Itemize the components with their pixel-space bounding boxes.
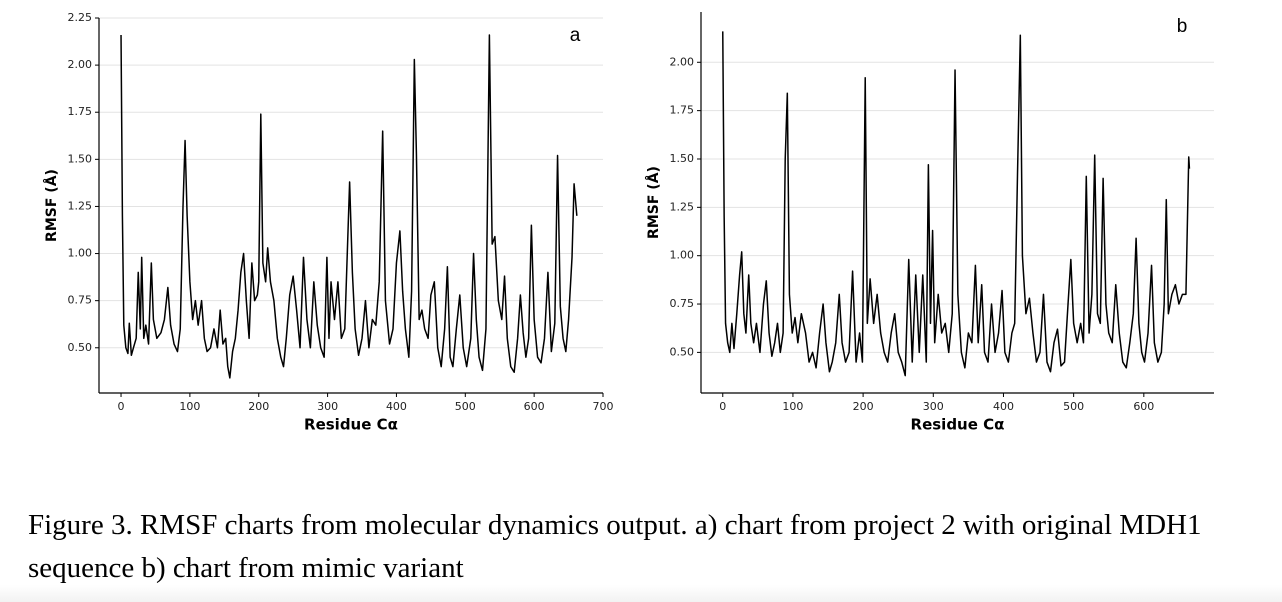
x-tick-label: 100 [179, 400, 200, 413]
y-tick-label: 1.75 [68, 105, 93, 118]
y-tick-label: 1.25 [68, 199, 93, 212]
y-tick-label: 2.00 [670, 55, 695, 68]
x-tick-label: 500 [455, 400, 476, 413]
panel-label: b [1177, 16, 1188, 37]
x-tick-label: 0 [118, 400, 125, 413]
y-axis-label: RMSF (Å) [645, 166, 662, 239]
y-tick-label: 1.25 [670, 200, 695, 213]
x-tick-label: 600 [1133, 400, 1154, 413]
rmsf-line [722, 31, 1191, 377]
x-tick-label: 400 [993, 400, 1014, 413]
y-tick-label: 2.25 [68, 11, 93, 24]
rmsf-line [120, 34, 578, 379]
x-tick-label: 700 [593, 400, 614, 413]
x-axis-label: Residue Cα [304, 416, 398, 434]
y-tick-label: 0.75 [68, 294, 93, 307]
panel-label: a [570, 25, 581, 46]
figure-caption: Figure 3. RMSF charts from molecular dyn… [28, 509, 1202, 584]
y-tick-label: 1.00 [670, 249, 695, 262]
x-tick-label: 400 [386, 400, 407, 413]
x-tick-label: 100 [782, 400, 803, 413]
y-axis-label: RMSF (Å) [43, 169, 60, 242]
x-tick-label: 300 [923, 400, 944, 413]
x-tick-label: 600 [524, 400, 545, 413]
x-tick-label: 500 [1063, 400, 1084, 413]
y-tick-label: 0.50 [670, 345, 695, 358]
y-tick-label: 0.75 [670, 297, 695, 310]
x-tick-label: 200 [853, 400, 874, 413]
page-edge [0, 585, 1282, 602]
y-tick-label: 1.50 [670, 152, 695, 165]
y-tick-label: 1.00 [68, 247, 93, 260]
y-tick-label: 1.75 [670, 104, 695, 117]
x-tick-label: 200 [248, 400, 269, 413]
x-tick-label: 0 [719, 400, 726, 413]
y-tick-label: 2.00 [68, 58, 93, 71]
y-tick-label: 1.50 [68, 152, 93, 165]
x-tick-label: 300 [317, 400, 338, 413]
y-tick-label: 0.50 [68, 341, 93, 354]
x-axis-label: Residue Cα [911, 416, 1005, 434]
